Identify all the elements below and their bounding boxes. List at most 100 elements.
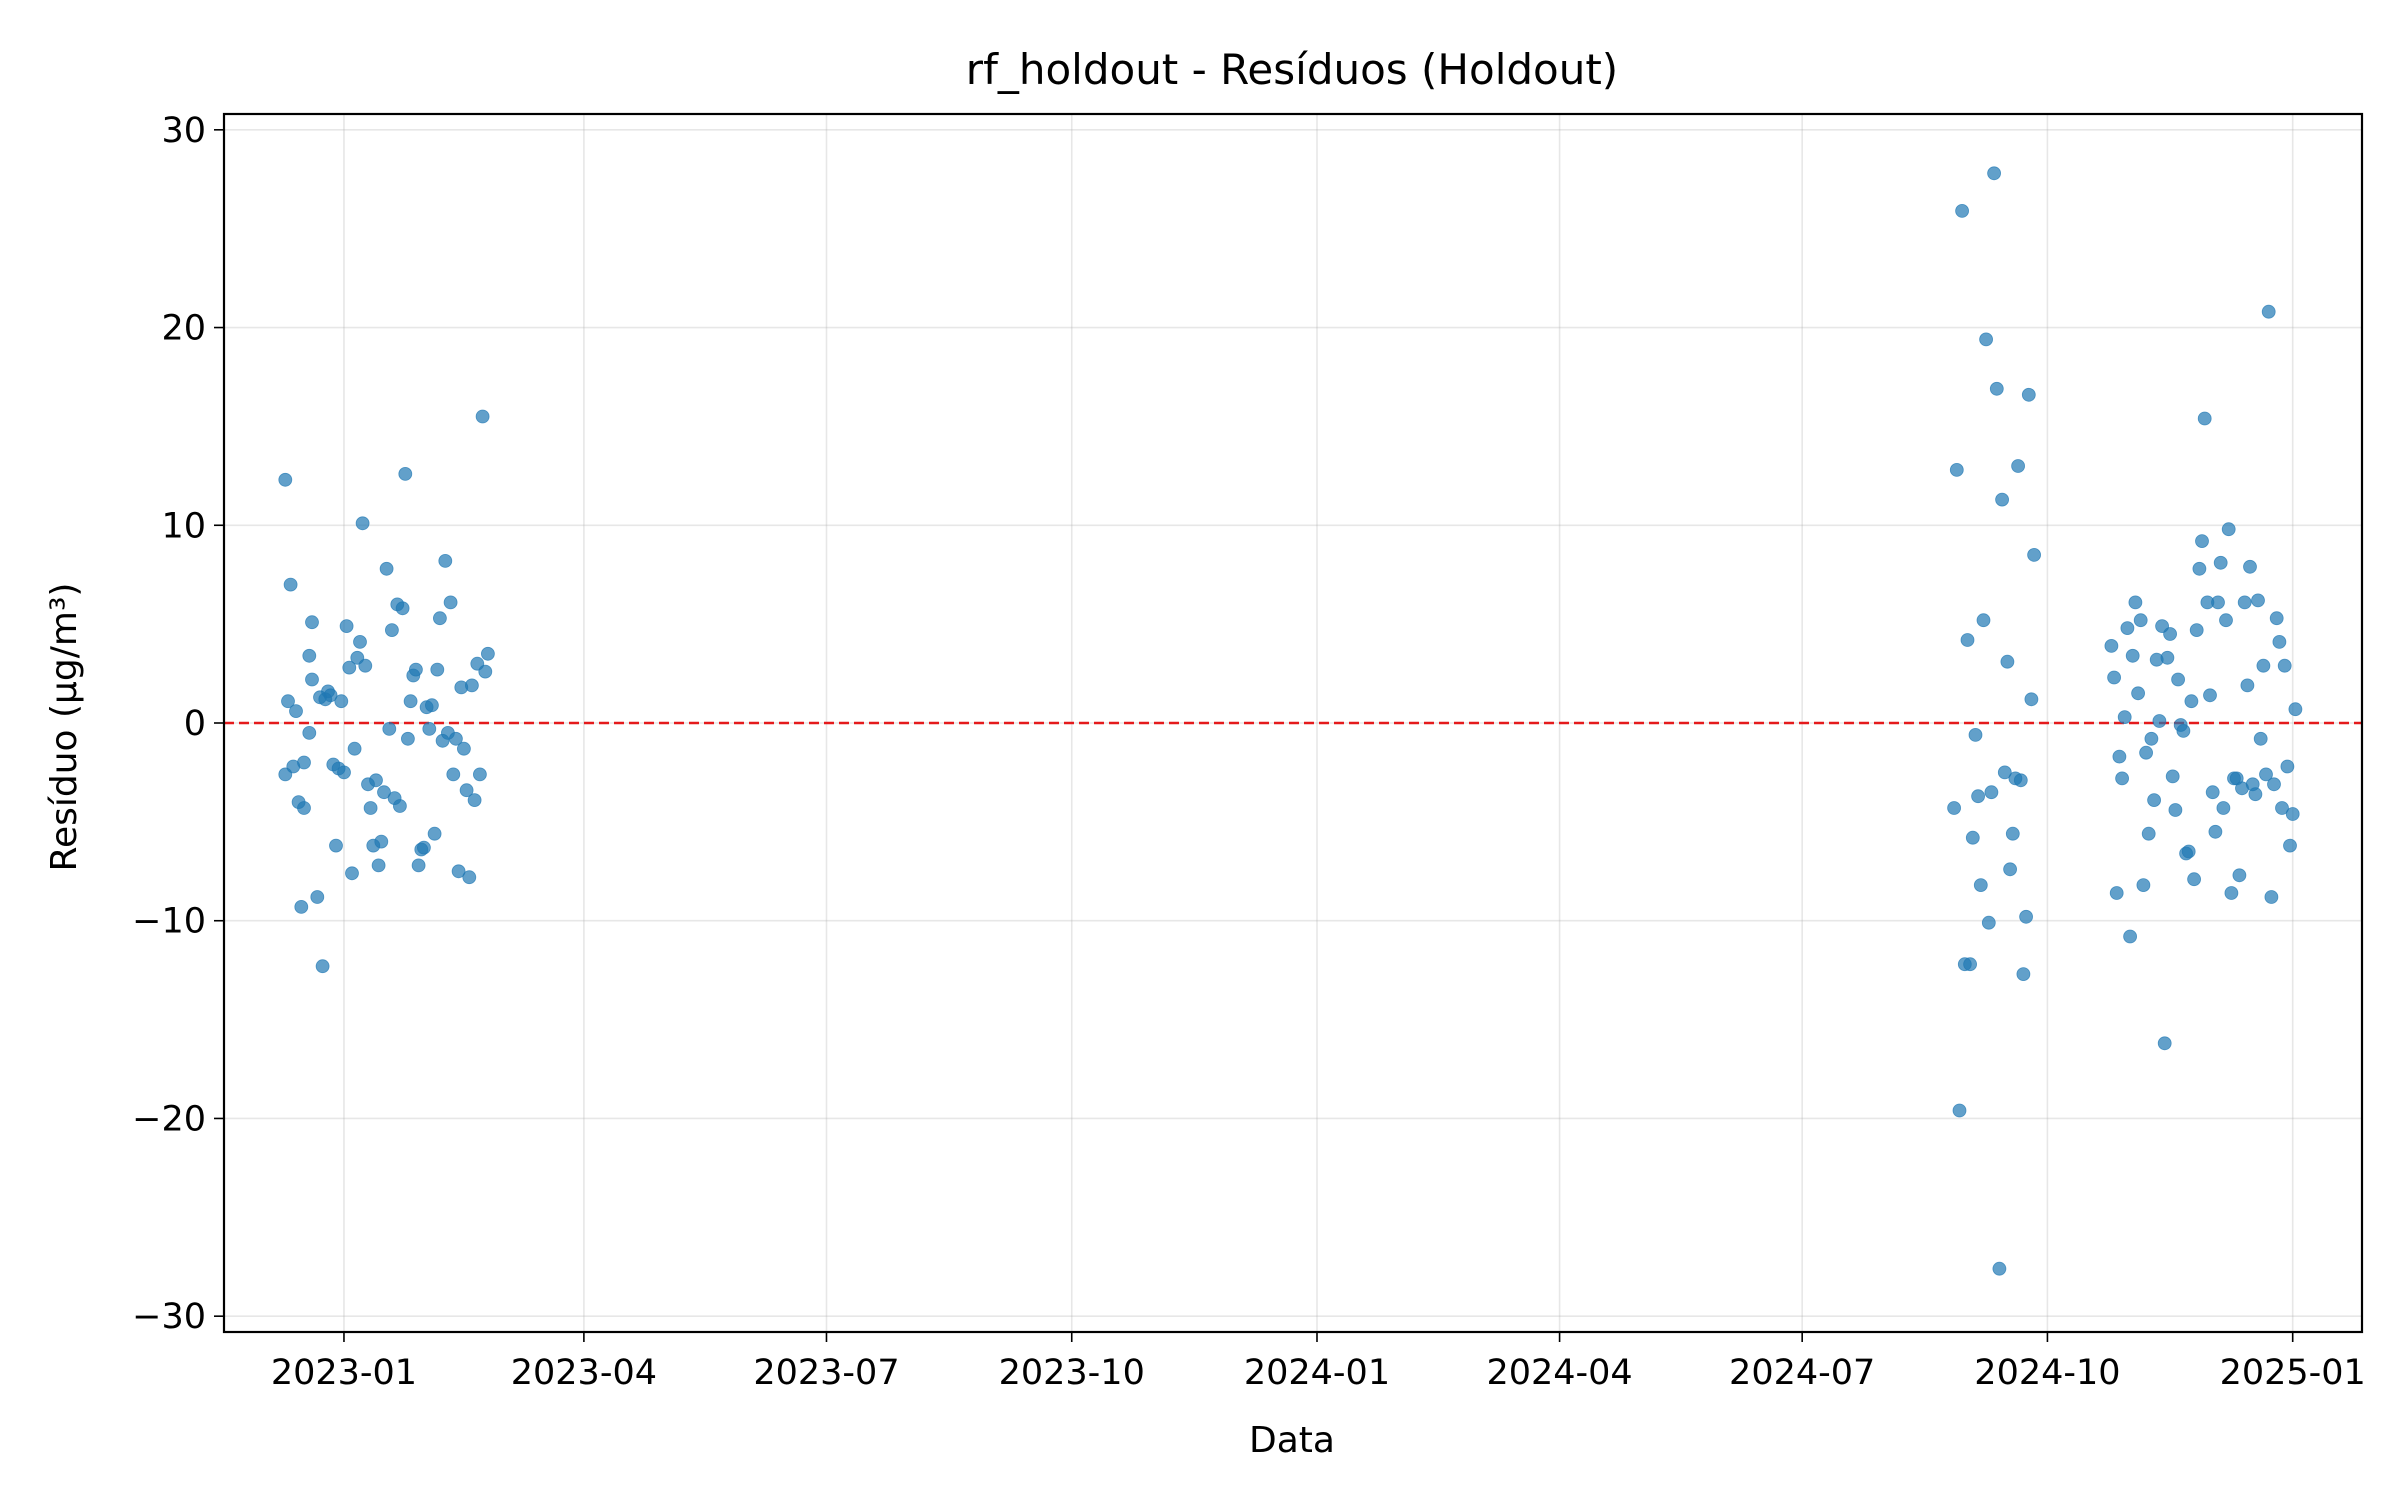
residual-point [305, 615, 319, 630]
residual-point [2147, 793, 2162, 807]
residual-point [2224, 886, 2239, 900]
residual-point [1981, 915, 1996, 930]
residual-point [2011, 459, 2025, 473]
residual-point [2000, 654, 2015, 669]
residual-point [363, 801, 378, 815]
residual-point [2120, 621, 2135, 635]
residual-point [2104, 639, 2119, 653]
residual-point [438, 554, 453, 568]
y-axis-ticks: 30 20 10 0 −10 −20 −30 [132, 111, 224, 1337]
residual-point [1979, 332, 1993, 347]
residual-point [2261, 304, 2276, 319]
residual-point [2197, 411, 2212, 426]
residual-point [1971, 789, 1985, 804]
residual-point [2275, 801, 2289, 815]
residual-point [2141, 826, 2156, 841]
x-tick-label: 2024-04 [1486, 1353, 1632, 1393]
residual-point [2208, 824, 2223, 839]
residual-point [384, 623, 399, 637]
residual-point [379, 561, 394, 576]
residual-point [377, 785, 391, 800]
residual-point [400, 731, 415, 746]
residual-point [2184, 694, 2199, 709]
residual-point [294, 900, 309, 914]
residual-point [302, 648, 317, 663]
residual-point [2232, 868, 2247, 883]
residual-point [2285, 807, 2300, 821]
residual-point [462, 870, 477, 885]
residual-point [411, 858, 426, 873]
x-tick-label: 2025-01 [2220, 1353, 2366, 1393]
x-tick-label: 2023-10 [999, 1353, 1145, 1393]
residual-point [2189, 623, 2204, 637]
residual-point [2021, 387, 2036, 402]
residual-point [374, 834, 389, 849]
residual-point [2131, 686, 2146, 701]
x-tick-label: 2024-07 [1729, 1353, 1875, 1393]
residual-point [297, 801, 311, 815]
residual-point [448, 731, 463, 746]
y-tick-label: 20 [161, 309, 206, 349]
residual-point [422, 722, 437, 736]
residual-point [2139, 745, 2154, 760]
residual-point [1963, 957, 1977, 972]
residual-point [2027, 548, 2041, 562]
residual-point [446, 767, 461, 782]
residual-point [427, 826, 442, 841]
residual-point [2264, 890, 2279, 904]
residual-point [1976, 613, 1991, 628]
residual-point [443, 595, 458, 610]
residual-point [358, 658, 373, 673]
residual-point [2125, 648, 2140, 663]
residual-point [289, 704, 303, 718]
residual-point [2243, 559, 2257, 574]
residual-point [2165, 769, 2180, 784]
y-tick-label: −20 [132, 1099, 206, 1139]
residual-point [1955, 203, 1969, 218]
residual-point [302, 726, 317, 740]
residual-point [355, 516, 370, 531]
residual-point [2259, 767, 2273, 782]
residual-point [2107, 670, 2122, 685]
residual-point [2216, 801, 2231, 815]
y-tick-label: −10 [132, 902, 206, 942]
residual-point [2115, 771, 2130, 786]
residual-point [2251, 593, 2265, 608]
residual-point [337, 765, 351, 780]
residual-point [416, 840, 431, 855]
residual-point [2256, 658, 2271, 673]
residual-point [1968, 728, 1983, 742]
residual-point [2128, 595, 2143, 610]
residual-point [2195, 534, 2209, 548]
x-tick-label: 2023-07 [753, 1353, 899, 1393]
residual-point [1952, 1103, 1967, 1118]
x-axis-ticks: 2023-01 2023-04 2023-07 2023-10 2024-01 2024-… [271, 1332, 2366, 1393]
residual-point [1973, 878, 1988, 892]
residual-point [464, 678, 479, 693]
residual-point [2283, 838, 2297, 853]
grid-lines [224, 114, 2362, 1332]
y-tick-label: 10 [161, 506, 206, 546]
residual-point [2240, 678, 2255, 693]
residual-point [310, 890, 325, 904]
residual-point [2288, 702, 2303, 717]
residual-point [475, 409, 490, 424]
residual-point [2272, 635, 2287, 649]
y-axis-label: Resíduo (µg/m³) [44, 583, 85, 872]
residual-point [315, 959, 330, 974]
residual-point [329, 838, 343, 853]
residual-point [323, 688, 338, 703]
x-tick-label: 2023-04 [511, 1353, 657, 1393]
residual-point [2280, 759, 2295, 774]
residual-point [2253, 731, 2268, 746]
x-tick-label: 2024-01 [1244, 1353, 1390, 1393]
residual-point [2205, 785, 2220, 800]
residual-point [2192, 561, 2207, 576]
residual-point [2024, 692, 2039, 707]
residual-point [1997, 765, 2012, 780]
residual-point [2136, 878, 2151, 892]
residual-point [297, 755, 311, 770]
residual-point [2203, 688, 2217, 703]
residual-point [432, 611, 447, 626]
residual-point [2163, 627, 2178, 641]
